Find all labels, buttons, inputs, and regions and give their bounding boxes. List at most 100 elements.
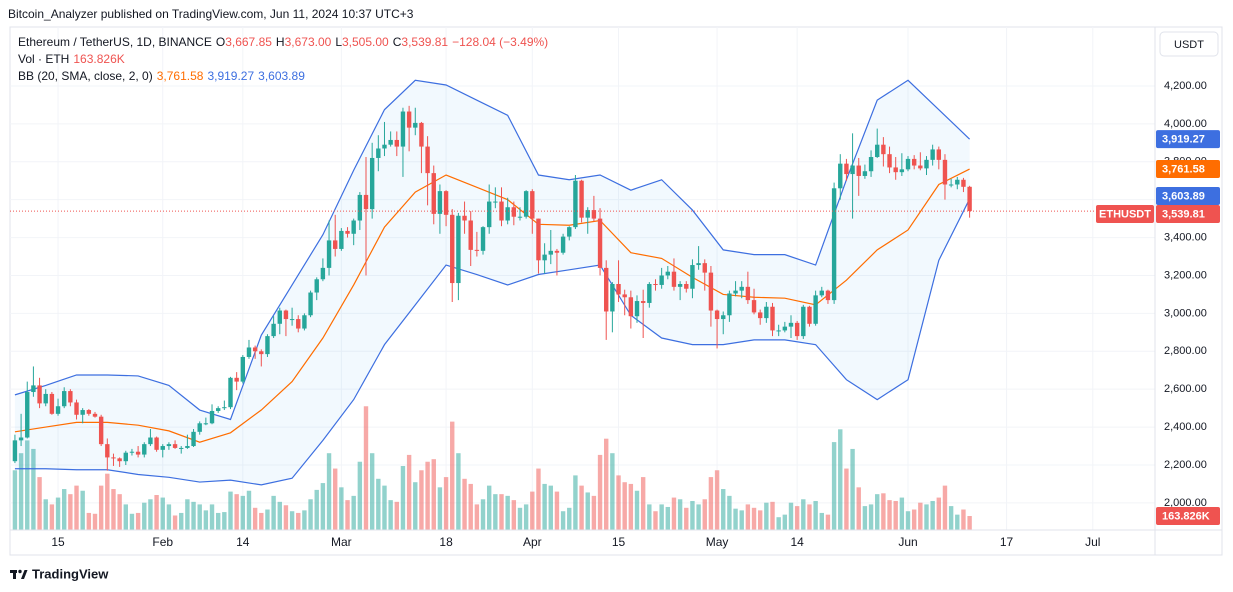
candle-body bbox=[406, 111, 412, 128]
volume-bar bbox=[757, 510, 763, 530]
volume-bar bbox=[955, 514, 960, 530]
candle-body bbox=[948, 184, 954, 186]
candle-body bbox=[862, 171, 868, 176]
volume-bar bbox=[62, 489, 67, 530]
volume-bar bbox=[80, 490, 85, 530]
volume-bar bbox=[431, 459, 436, 530]
candle-body bbox=[881, 144, 886, 155]
volume-bar bbox=[505, 495, 510, 530]
candle-body bbox=[714, 310, 720, 320]
legend-ohlc-value: 3,667.85 bbox=[225, 35, 272, 49]
candle-body bbox=[123, 452, 128, 462]
volume-bar bbox=[394, 501, 399, 530]
volume-bar bbox=[68, 494, 73, 530]
price-badge bbox=[1156, 186, 1220, 205]
legend-volume-name: Vol · ETH bbox=[18, 52, 70, 66]
volume-bar bbox=[129, 513, 135, 530]
candle-body bbox=[296, 319, 301, 329]
price-badge bbox=[1156, 507, 1220, 526]
volume-bar bbox=[714, 470, 720, 530]
candle-body bbox=[302, 315, 307, 329]
candle-body bbox=[807, 306, 812, 324]
volume-bar bbox=[92, 513, 98, 530]
volume-bar bbox=[517, 507, 523, 530]
volume-bar bbox=[339, 487, 344, 530]
currency-button[interactable] bbox=[1159, 31, 1219, 57]
volume-bar bbox=[948, 506, 954, 530]
currency-label[interactable]: USDT bbox=[1174, 39, 1204, 51]
legend-bb-upper: 3,919.27 bbox=[207, 69, 255, 83]
candle-body bbox=[98, 416, 104, 445]
candle-body bbox=[517, 216, 523, 218]
candle-body bbox=[37, 385, 42, 404]
candle-body bbox=[499, 201, 504, 221]
volume-bar bbox=[523, 504, 529, 530]
candle-body bbox=[579, 180, 584, 218]
volume-bar bbox=[105, 473, 110, 530]
candle-body bbox=[339, 230, 344, 249]
volume-bar bbox=[203, 510, 209, 530]
volume-bar bbox=[733, 508, 738, 530]
candle-body bbox=[431, 173, 436, 214]
candle-body bbox=[105, 444, 110, 458]
volume-bar bbox=[443, 477, 449, 530]
y-tick-label: 2,000.00 bbox=[1164, 497, 1207, 509]
candle-body bbox=[240, 356, 246, 382]
candle-body bbox=[413, 122, 418, 128]
volume-bar bbox=[289, 511, 295, 530]
candle-body bbox=[813, 295, 818, 324]
x-tick-label: Apr bbox=[523, 535, 542, 549]
volume-bar bbox=[191, 501, 196, 530]
volume-bar bbox=[751, 507, 757, 530]
volume-bar bbox=[591, 495, 597, 530]
price-badge bbox=[1156, 160, 1220, 179]
volume-bar bbox=[228, 491, 233, 530]
candle-body bbox=[179, 447, 184, 449]
candle-body bbox=[203, 423, 209, 425]
legend-bb-middle: 3,761.58 bbox=[156, 69, 204, 83]
volume-bar bbox=[782, 514, 788, 530]
volume-bar bbox=[924, 504, 929, 530]
volume-bar bbox=[25, 440, 30, 530]
candle-body bbox=[376, 148, 381, 158]
candle-body bbox=[560, 236, 566, 253]
candle-body bbox=[671, 271, 677, 287]
candle-body bbox=[129, 451, 135, 453]
volume-bar bbox=[801, 499, 806, 530]
candle-body bbox=[764, 306, 769, 319]
candle-body bbox=[135, 451, 141, 455]
volume-bar bbox=[406, 454, 412, 530]
candle-body bbox=[955, 179, 960, 185]
volume-bar bbox=[296, 512, 301, 530]
candle-body bbox=[271, 323, 276, 337]
x-tick-label: 17 bbox=[1000, 535, 1014, 549]
candle-body bbox=[259, 351, 264, 355]
x-tick-label: Jul bbox=[1085, 535, 1100, 549]
candle-body bbox=[351, 220, 356, 234]
candle-body bbox=[252, 347, 258, 352]
y-tick-label: 2,200.00 bbox=[1164, 459, 1207, 471]
legend-ohlc-value: 3,673.00 bbox=[284, 35, 332, 49]
candle-body bbox=[899, 169, 905, 173]
volume-bar bbox=[567, 507, 572, 530]
candle-body bbox=[474, 249, 480, 251]
volume-bar bbox=[172, 515, 178, 530]
candle-body bbox=[893, 167, 898, 173]
volume-bar bbox=[400, 466, 406, 530]
attribution: Bitcoin_Analyzer published on TradingVie… bbox=[8, 7, 414, 21]
candle-body bbox=[684, 283, 689, 289]
volume-bar bbox=[376, 478, 381, 530]
candle-body bbox=[185, 446, 190, 448]
candle-body bbox=[961, 179, 966, 187]
volume-bar bbox=[690, 500, 695, 530]
candle-body bbox=[585, 210, 590, 218]
candle-body bbox=[333, 240, 338, 249]
candle-body bbox=[653, 283, 658, 285]
candle-body bbox=[554, 250, 560, 253]
candle-body bbox=[622, 294, 627, 298]
volume-bar bbox=[640, 477, 646, 530]
candle-body bbox=[437, 191, 443, 214]
volume-bar bbox=[647, 504, 652, 530]
candle-body bbox=[721, 315, 726, 320]
